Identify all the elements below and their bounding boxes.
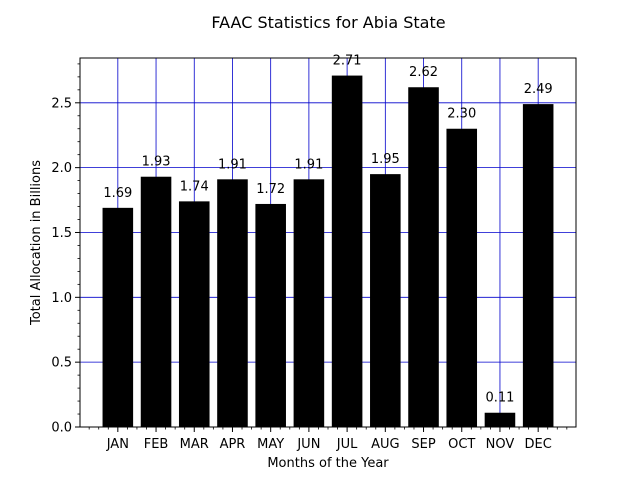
bar-aug [370, 174, 401, 427]
bar-jul [331, 75, 363, 428]
x-tick-label: APR [220, 437, 246, 452]
bar-apr [217, 179, 248, 427]
y-tick-label: 0.0 [51, 421, 72, 436]
x-axis-label: Months of the Year [267, 456, 389, 471]
x-tick-label: MAY [257, 437, 284, 452]
chart-title: FAAC Statistics for Abia State [211, 13, 445, 32]
y-tick-label: 1.5 [51, 226, 72, 241]
y-tick-label: 2.0 [51, 161, 72, 176]
bar-feb [140, 176, 172, 427]
bar-value-label: 2.30 [447, 107, 476, 122]
bar-value-label: 2.71 [333, 54, 362, 69]
x-tick-label: JUN [296, 437, 320, 452]
x-tick-label: JUL [336, 437, 358, 452]
bar-oct [446, 128, 478, 427]
bar-value-label: 1.69 [103, 186, 132, 201]
x-tick-label: OCT [448, 437, 475, 452]
x-tick-label: NOV [486, 437, 515, 452]
bar-jan [102, 207, 134, 427]
y-axis-label: Total Allocation in Billions [29, 160, 44, 326]
bar-value-label: 1.91 [294, 157, 323, 172]
bar-value-labels: 1.69 1.93 1.74 1.91 1.72 1.91 2.71 1.95 2.62 2.30… [103, 54, 552, 406]
y-tick-label: 0.5 [51, 356, 72, 371]
bar-nov [484, 412, 516, 427]
axes: 0.0 0.5 1.0 1.5 2.0 2.5 JAN FEB MAR APR MAY JUN JUL A… [51, 63, 568, 452]
bars [102, 75, 554, 428]
bar-value-label: 1.93 [142, 155, 171, 170]
bar-value-label: 1.95 [371, 152, 400, 167]
bar-value-label: 0.11 [485, 391, 514, 406]
x-tick-label: DEC [525, 437, 552, 452]
bar-value-label: 1.72 [256, 182, 285, 197]
bar-jun [293, 179, 325, 427]
bar-dec [522, 104, 554, 428]
bar-value-label: 2.49 [524, 82, 553, 97]
x-tick-label: JAN [106, 437, 129, 452]
bar-mar [178, 201, 210, 427]
x-tick-label: AUG [371, 437, 399, 452]
bar-value-label: 1.74 [180, 179, 209, 194]
x-tick-label: MAR [180, 437, 209, 452]
bar-value-label: 1.91 [218, 157, 247, 172]
y-tick-label: 2.5 [51, 96, 72, 111]
bar-value-label: 2.62 [409, 65, 438, 80]
x-tick-label: FEB [144, 437, 169, 452]
x-tick-label: SEP [411, 437, 435, 452]
bar-sep [408, 87, 439, 427]
y-tick-label: 1.0 [51, 291, 72, 306]
bar-may [255, 203, 286, 427]
